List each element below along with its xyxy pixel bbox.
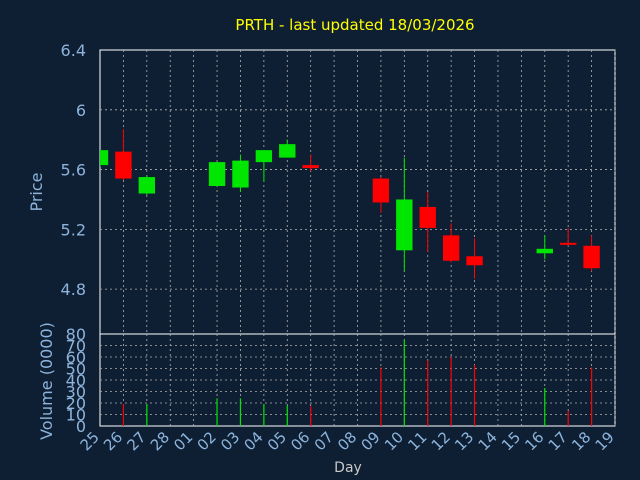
candle-body: [115, 151, 132, 179]
day-tick-label: 26: [100, 428, 126, 454]
volume-tick-label: 50: [66, 360, 86, 379]
day-tick-label: 06: [287, 428, 313, 454]
price-tick-label: 4.8: [61, 280, 86, 299]
day-tick-label: 07: [311, 428, 337, 454]
volume-tick-label: 60: [66, 348, 86, 367]
volume-tick-label: 10: [66, 406, 86, 425]
candle-body: [559, 242, 577, 245]
candle-body: [466, 256, 483, 266]
price-tick-label: 5.2: [61, 220, 86, 239]
day-tick-label: 19: [592, 428, 618, 454]
x-axis-label: Day: [334, 460, 362, 476]
volume-axis-label: Volume (0000): [37, 322, 56, 440]
price-y-axis: 6.4 6 5.6 5.2 4.8: [61, 41, 86, 299]
candle-body: [138, 177, 156, 194]
candle-body: [419, 206, 436, 228]
candles: [100, 129, 600, 279]
price-tick-label: 6.4: [61, 41, 86, 60]
candle-body: [302, 165, 319, 169]
candle-body: [442, 235, 460, 261]
volume-tick-label: 80: [66, 325, 86, 344]
price-tick-label: 5.6: [61, 161, 86, 180]
day-tick-label: 12: [428, 428, 454, 454]
candle-body: [208, 162, 226, 187]
volume-bars: [122, 339, 593, 426]
day-tick-label: 03: [217, 428, 243, 454]
volume-tick-label: 30: [66, 383, 86, 402]
day-tick-label: 01: [170, 428, 196, 454]
chart-title: PRTH - last updated 18/03/2026: [235, 16, 474, 34]
candle-body: [100, 150, 109, 166]
candle-body: [372, 178, 390, 203]
day-tick-label: 09: [358, 428, 384, 454]
candle-body: [536, 248, 553, 254]
day-tick-label: 11: [404, 428, 430, 454]
volume-gridlines: [100, 334, 616, 426]
day-tick-label: 04: [240, 428, 266, 454]
day-tick-label: 28: [147, 428, 173, 454]
day-tick-label: 17: [545, 428, 571, 454]
day-tick-label: 18: [568, 428, 594, 454]
x-axis-day-ticks: 2526272801020304050607080910111213141516…: [77, 428, 618, 454]
candle-body: [396, 199, 413, 251]
day-tick-label: 08: [334, 428, 360, 454]
day-tick-label: 10: [381, 428, 407, 454]
candle-body: [279, 144, 296, 158]
price-axis-label: Price: [27, 172, 46, 211]
day-tick-label: 14: [475, 428, 501, 454]
price-panel: 6.4 6 5.6 5.2 4.8 Price: [27, 41, 616, 335]
day-tick-label: 16: [521, 428, 547, 454]
day-tick-label: 13: [451, 428, 477, 454]
volume-tick-label: 70: [66, 337, 86, 356]
price-tick-label: 6: [76, 101, 86, 120]
day-tick-label: 02: [194, 428, 220, 454]
candle-body: [255, 150, 273, 163]
candle-body: [583, 245, 600, 269]
volume-tick-label: 20: [66, 394, 86, 413]
volume-tick-label: 0: [76, 417, 86, 436]
volume-tick-label: 40: [66, 371, 86, 390]
day-tick-label: 15: [498, 428, 524, 454]
day-tick-label: 05: [264, 428, 290, 454]
price-gridlines: [100, 50, 616, 334]
day-tick-label: 27: [123, 428, 149, 454]
candle-body: [232, 160, 249, 188]
